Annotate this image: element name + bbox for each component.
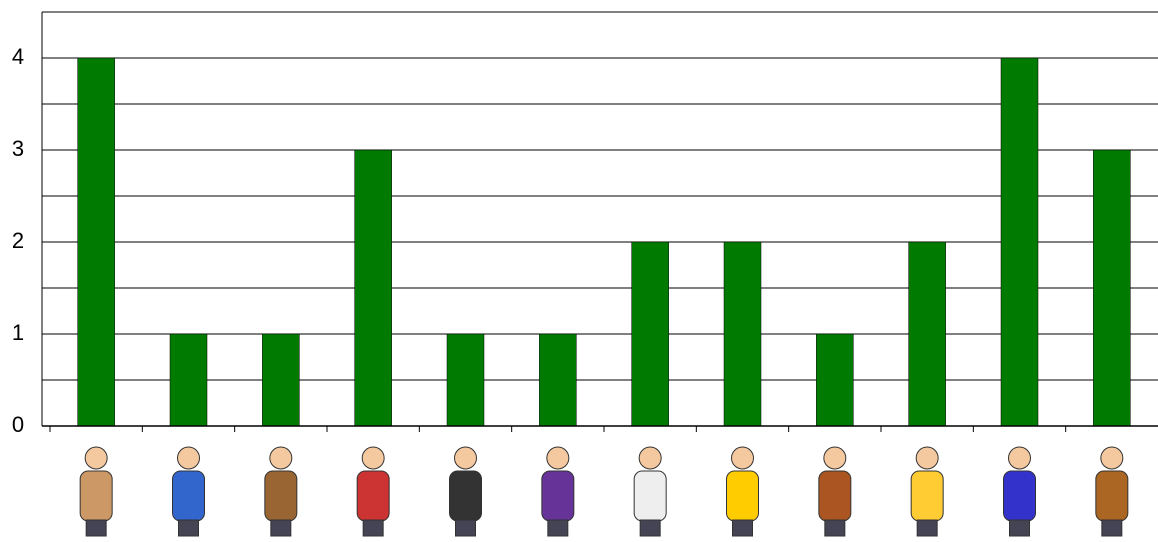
icon-head: [731, 446, 754, 470]
icon-legs: [639, 519, 661, 537]
icon-head: [638, 446, 662, 470]
icon-head: [915, 446, 939, 470]
icon-legs: [178, 519, 199, 537]
icon-legs: [547, 519, 569, 537]
y-tick-label: 1: [12, 320, 24, 345]
icon-legs: [270, 519, 292, 537]
bar: [354, 149, 392, 427]
icon-body: [541, 470, 575, 522]
bar: [262, 333, 300, 427]
bar: [908, 241, 946, 427]
bar: [1000, 57, 1039, 427]
icon-head: [1008, 446, 1031, 470]
icon-body: [726, 470, 759, 522]
bar: [631, 241, 669, 427]
icon-body: [910, 470, 944, 522]
y-tick-label: 3: [12, 136, 24, 161]
icon-body: [79, 470, 113, 522]
icon-legs: [916, 519, 938, 537]
icon-body: [264, 470, 298, 522]
bar: [1093, 149, 1131, 427]
bar: [169, 333, 208, 427]
icon-head: [269, 446, 293, 470]
icon-body: [356, 470, 390, 522]
bar: [539, 333, 577, 427]
icon-head: [177, 446, 200, 470]
icon-head: [361, 446, 385, 470]
icon-body: [172, 470, 205, 522]
icon-legs: [85, 519, 107, 537]
icon-body: [449, 470, 482, 522]
icon-legs: [824, 519, 846, 537]
y-tick-label: 2: [12, 228, 24, 253]
icon-legs: [1101, 519, 1123, 537]
icon-body: [1003, 470, 1036, 522]
icon-head: [823, 446, 847, 470]
y-tick-label: 4: [12, 44, 24, 69]
icon-legs: [455, 519, 476, 537]
icon-head: [1100, 446, 1124, 470]
bar: [816, 333, 854, 427]
bar: [723, 241, 762, 427]
icon-legs: [362, 519, 384, 537]
icon-legs: [1009, 519, 1030, 537]
icon-body: [818, 470, 852, 522]
icon-head: [84, 446, 108, 470]
y-tick-label: 0: [12, 412, 24, 437]
icon-body: [633, 470, 667, 522]
icon-body: [1095, 470, 1129, 522]
bar: [446, 333, 485, 427]
bar: [77, 57, 115, 427]
icon-head: [454, 446, 477, 470]
icon-head: [546, 446, 570, 470]
icon-legs: [732, 519, 753, 537]
